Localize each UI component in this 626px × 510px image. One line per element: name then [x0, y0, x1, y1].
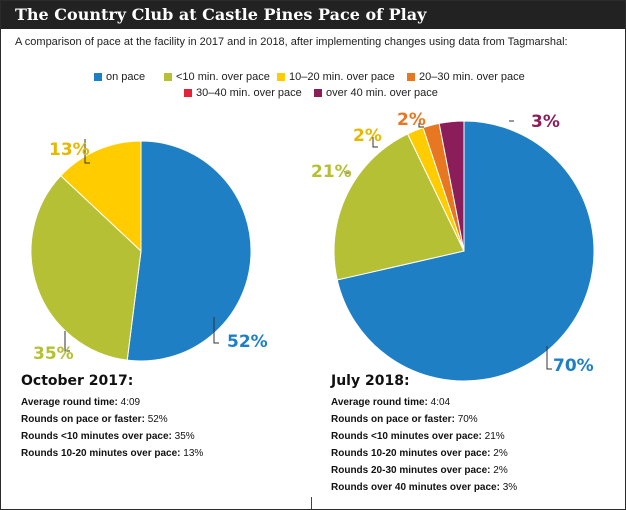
- legend-item-under-10: <10 min. over pace: [164, 71, 270, 83]
- summary-row: Rounds <10 minutes over pace: 35%: [21, 428, 203, 445]
- slice-label: 2%: [353, 126, 382, 146]
- pie-slice: [333, 133, 465, 281]
- summary-value: 21%: [484, 431, 505, 442]
- divider-tick: [311, 497, 312, 509]
- pie-slice: [438, 120, 465, 252]
- pie-slice: [336, 120, 595, 382]
- legend-swatch: [407, 73, 415, 81]
- summary-value: 3%: [502, 482, 518, 493]
- pie-slice: [126, 140, 252, 362]
- chart-title: The Country Club at Castle Pines Pace of…: [15, 5, 427, 24]
- legend-item-30-40: 30–40 min. over pace: [184, 87, 302, 99]
- slice-label: 21%: [311, 162, 352, 182]
- summary-value: 2%: [493, 465, 508, 476]
- slice-leader-line: [84, 139, 90, 164]
- summary-key: Rounds <10 minutes over pace:: [21, 431, 172, 442]
- legend-label: <10 min. over pace: [176, 71, 270, 83]
- legend-swatch: [164, 73, 172, 81]
- slice-label: 52%: [227, 332, 268, 352]
- slice-label: 70%: [553, 356, 594, 376]
- pie-slice: [60, 140, 142, 253]
- legend-label: 10–20 min. over pace: [289, 71, 395, 83]
- summary-key: Rounds 10-20 minutes over pace:: [331, 448, 491, 459]
- october-2017-heading: October 2017:: [21, 373, 134, 389]
- summary-value: 70%: [457, 414, 478, 425]
- summary-value: 4:04: [430, 397, 451, 408]
- summary-key: Rounds <10 minutes over pace:: [331, 431, 482, 442]
- legend-label: 30–40 min. over pace: [196, 87, 302, 99]
- legend-label: 20–30 min. over pace: [419, 71, 525, 83]
- legend-item-over-40: over 40 min. over pace: [314, 87, 438, 99]
- pie-slice: [30, 174, 142, 361]
- summary-key: Rounds over 40 minutes over pace:: [331, 482, 500, 493]
- slice-label: 3%: [531, 112, 560, 132]
- legend-item-10-20: 10–20 min. over pace: [277, 71, 395, 83]
- summary-value: 13%: [183, 448, 204, 459]
- summary-key: Average round time:: [331, 397, 428, 408]
- summary-row: Rounds on pace or faster: 70%: [331, 411, 517, 428]
- summary-row: Average round time: 4:04: [331, 394, 517, 411]
- chart-subtitle: A comparison of pace at the facility in …: [15, 36, 568, 48]
- summary-row: Rounds 10-20 minutes over pace: 2%: [331, 445, 517, 462]
- slice-label: 2%: [397, 110, 426, 130]
- summary-key: Rounds on pace or faster:: [21, 414, 145, 425]
- slice-leader-line: [418, 123, 424, 128]
- legend-label: over 40 min. over pace: [326, 87, 438, 99]
- legend-label: on pace: [106, 71, 146, 83]
- slice-leader-line: [372, 137, 378, 148]
- summary-value: 2%: [493, 448, 508, 459]
- summary-value: 4:09: [120, 397, 141, 408]
- legend-item-20-30: 20–30 min. over pace: [407, 71, 525, 83]
- legend-item-on-pace: on pace: [94, 71, 145, 83]
- july-2018-heading: July 2018:: [331, 373, 410, 389]
- slice-label: 13%: [49, 140, 90, 160]
- summary-row: Rounds over 40 minutes over pace: 3%: [331, 479, 517, 496]
- summary-row: Rounds <10 minutes over pace: 21%: [331, 428, 517, 445]
- slice-leader-line: [546, 346, 552, 370]
- summary-row: Rounds 10-20 minutes over pace: 13%: [21, 445, 203, 462]
- legend-swatch: [94, 73, 102, 81]
- summary-key: Rounds 20-30 minutes over pace:: [331, 465, 491, 476]
- slice-leader-line: [64, 331, 70, 352]
- legend-swatch: [314, 89, 322, 97]
- july-2018-summary: July 2018: Average round time: 4:04 Roun…: [331, 373, 517, 496]
- summary-row: Rounds on pace or faster: 52%: [21, 411, 203, 428]
- slice-leader-line: [344, 171, 350, 174]
- summary-key: Average round time:: [21, 397, 118, 408]
- summary-value: 52%: [147, 414, 168, 425]
- summary-key: Rounds 10-20 minutes over pace:: [21, 448, 181, 459]
- summary-key: Rounds on pace or faster:: [331, 414, 455, 425]
- legend-swatch: [184, 89, 192, 97]
- october-2017-summary: October 2017: Average round time: 4:09 R…: [21, 373, 203, 462]
- summary-value: 35%: [174, 431, 195, 442]
- slice-label: 35%: [33, 344, 74, 364]
- legend-swatch: [277, 73, 285, 81]
- summary-row: Average round time: 4:09: [21, 394, 203, 411]
- title-bar: The Country Club at Castle Pines Pace of…: [1, 1, 625, 29]
- slice-leader-line: [213, 317, 219, 344]
- summary-row: Rounds 20-30 minutes over pace: 2%: [331, 462, 517, 479]
